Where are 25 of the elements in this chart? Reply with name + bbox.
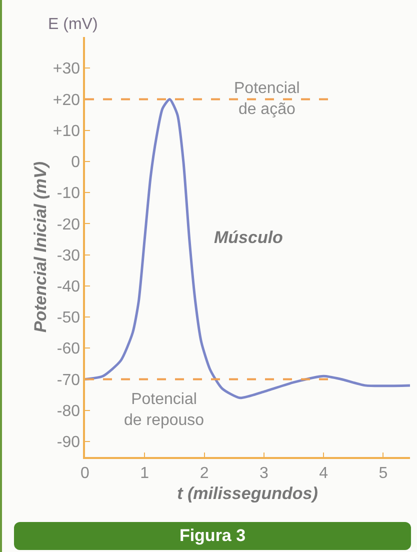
y-tick-label: -60 — [56, 340, 80, 358]
y-tick-label: +20 — [52, 92, 80, 109]
ref-line-label: Potencial de ação — [234, 80, 300, 118]
x-tick-label: 5 — [378, 464, 388, 482]
y-tick-label: -30 — [56, 247, 80, 264]
y-tick-label: -50 — [56, 310, 80, 327]
x-tick-label: 4 — [319, 464, 328, 482]
y-tick-label: -90 — [56, 434, 80, 452]
y-axis-title: Potencial Inicial (mV) — [30, 161, 50, 332]
x-tick-label: 1 — [140, 464, 150, 482]
text: Figura 3 — [14, 522, 411, 550]
y-tick-label: -80 — [56, 402, 80, 420]
y-tick-label: -10 — [56, 185, 80, 202]
y-tick-label: -40 — [56, 278, 80, 296]
x-tick-label: 2 — [200, 464, 209, 482]
y-tick-label: -70 — [56, 372, 80, 389]
x-tick-label: 3 — [259, 464, 268, 482]
ref-line-label: Potencial de repouso — [124, 391, 204, 429]
text: E (mV) — [48, 16, 98, 33]
x-axis-title: t (milissegundos) — [177, 484, 318, 503]
y-tick-label: +10 — [52, 122, 80, 140]
series-label: Músculo — [214, 228, 283, 247]
y-tick-label: +30 — [52, 60, 80, 78]
y-tick-label: 0 — [71, 154, 80, 172]
y-tick-label: -20 — [56, 216, 80, 234]
